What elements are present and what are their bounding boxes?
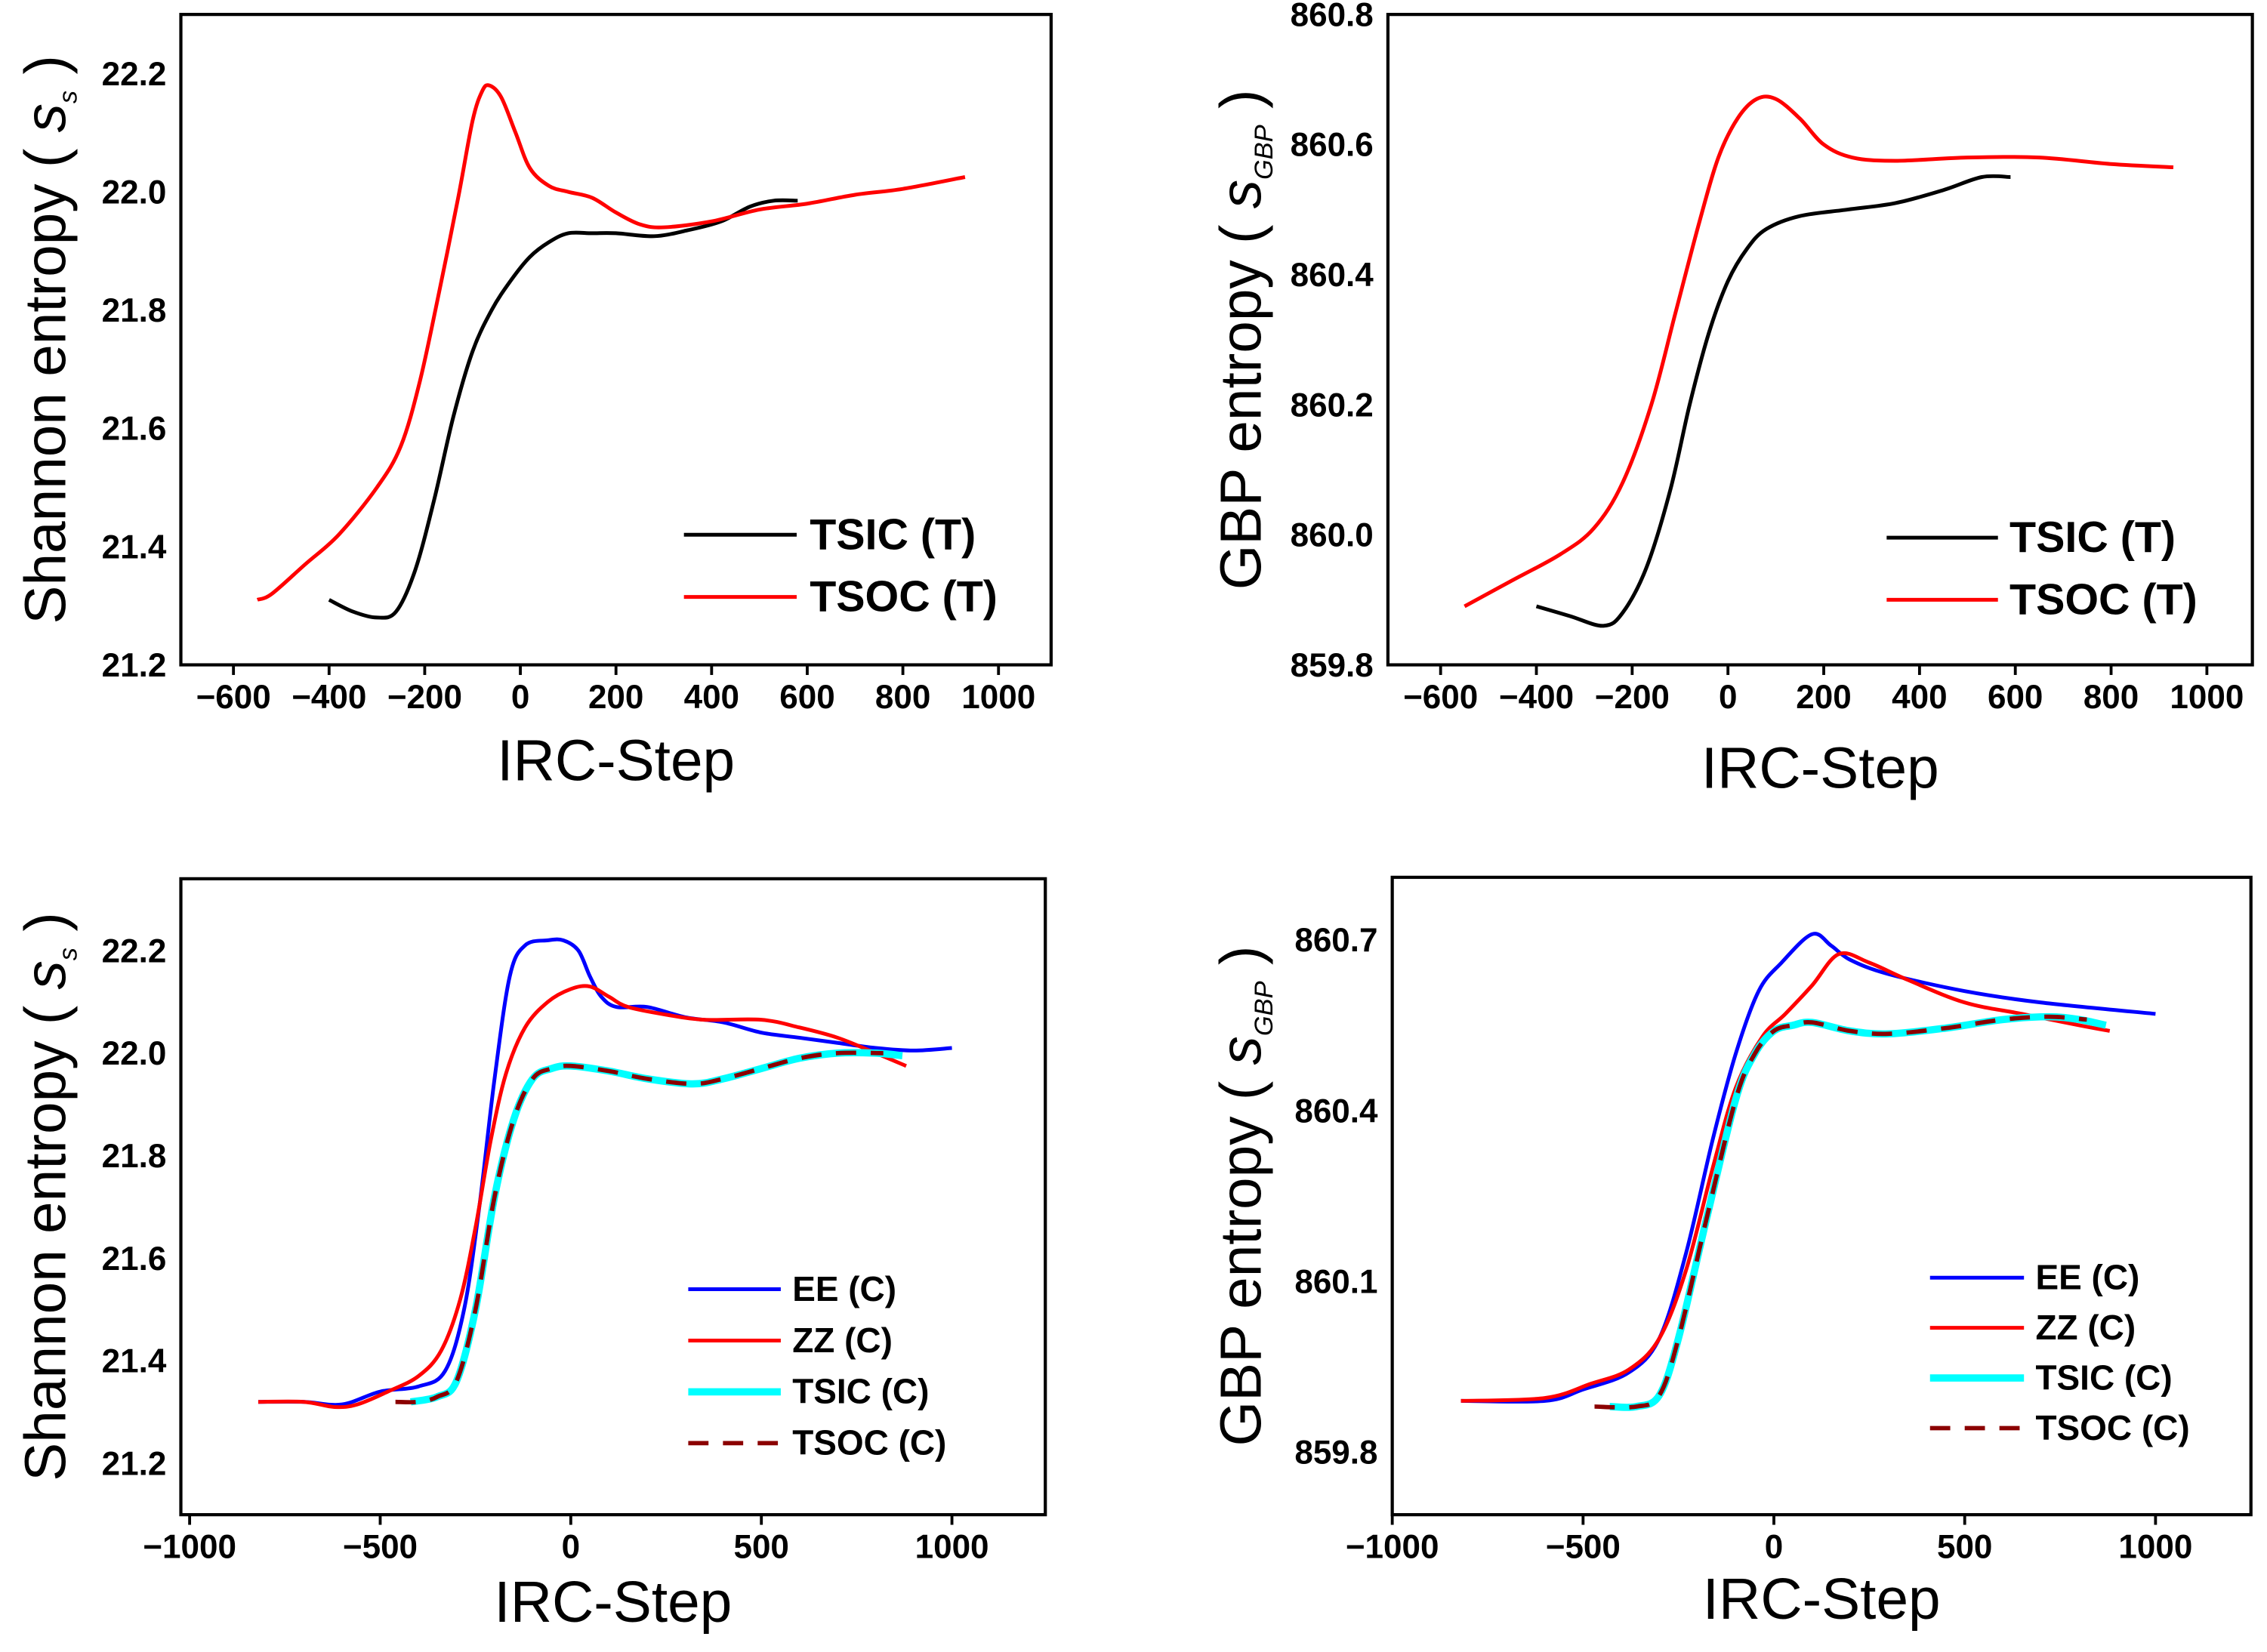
x-tick-label: 1000 bbox=[915, 1529, 989, 1566]
x-tick-label: −1000 bbox=[143, 1529, 236, 1566]
y-tick-label: 859.8 bbox=[1294, 1435, 1377, 1472]
legend-label: ZZ (C) bbox=[2035, 1308, 2136, 1347]
panel-2: −600 −400 −200 0 200 400 600 800 1000 859.8 860.0 8… bbox=[1209, 0, 2254, 800]
x-tick-label: 0 bbox=[562, 1529, 580, 1566]
y-tick-label: 860.1 bbox=[1294, 1263, 1377, 1300]
x-tick-label: 0 bbox=[1765, 1529, 1783, 1566]
x-tick-label: −600 bbox=[1403, 679, 1478, 716]
legend-label: TSIC (C) bbox=[792, 1372, 929, 1411]
x-tick-label: 1000 bbox=[961, 679, 1035, 716]
y-tick-label: 859.8 bbox=[1291, 647, 1374, 684]
y-tick-label: 860.4 bbox=[1294, 1093, 1378, 1130]
x-tick-label: 500 bbox=[1937, 1529, 1992, 1566]
x-tick-label: 0 bbox=[511, 679, 529, 716]
series-line-tsic-t bbox=[1535, 174, 2011, 628]
y-tick-label: 21.6 bbox=[102, 411, 167, 448]
legend-label: TSOC (C) bbox=[2035, 1408, 2189, 1447]
y-axis-label: Shannon entropy ( ss ) bbox=[14, 55, 82, 624]
series-line-ee-c bbox=[1460, 932, 2156, 1404]
x-tick-label: −500 bbox=[343, 1529, 418, 1566]
panel-4: −1000 −500 0 500 1000 859.8 860.1 860.4 860.7 IRC… bbox=[1209, 875, 2253, 1632]
legend-label: EE (C) bbox=[792, 1269, 896, 1308]
x-tick-label: 1000 bbox=[2118, 1529, 2192, 1566]
y-tick-label: 860.7 bbox=[1294, 922, 1377, 959]
series-line-zz-c bbox=[258, 984, 907, 1410]
y-tick-label: 21.4 bbox=[102, 1343, 167, 1380]
x-tick-label: 800 bbox=[2083, 679, 2139, 716]
y-axis-label: GBP entropy ( sGBP ) bbox=[1209, 89, 1278, 590]
y-tick-label: 860.4 bbox=[1291, 257, 1374, 294]
series-line-tsic-t bbox=[328, 198, 798, 620]
y-tick-label: 21.2 bbox=[102, 1446, 167, 1483]
y-tick-label: 22.0 bbox=[102, 1035, 167, 1072]
legend-label: TSIC (T) bbox=[2009, 513, 2176, 562]
y-tick-label: 22.2 bbox=[102, 56, 167, 93]
x-axis-label: IRC-Step bbox=[494, 1570, 732, 1635]
x-tick-label: 600 bbox=[1988, 679, 2043, 716]
x-tick-label: 800 bbox=[875, 679, 930, 716]
x-tick-label: −500 bbox=[1546, 1529, 1621, 1566]
x-axis-label: IRC-Step bbox=[1703, 1567, 1941, 1632]
x-tick-label: 500 bbox=[733, 1529, 788, 1566]
x-tick-label: 1000 bbox=[2170, 679, 2244, 716]
x-tick-label: −200 bbox=[1595, 679, 1670, 716]
y-tick-label: 860.0 bbox=[1291, 517, 1374, 554]
y-tick-label: 860.8 bbox=[1291, 0, 1374, 33]
x-tick-label: 600 bbox=[779, 679, 834, 716]
legend-label: TSIC (T) bbox=[810, 510, 976, 559]
series-line-tsoc-c bbox=[1594, 1014, 2087, 1410]
x-tick-label: 200 bbox=[588, 679, 643, 716]
legend-label: ZZ (C) bbox=[792, 1321, 893, 1360]
legend-label: TSOC (T) bbox=[2009, 576, 2198, 624]
y-axis-label: GBP entropy ( sGBP ) bbox=[1209, 946, 1278, 1447]
y-tick-label: 860.6 bbox=[1291, 127, 1374, 164]
legend-label: TSIC (C) bbox=[2035, 1358, 2172, 1397]
y-tick-label: 21.8 bbox=[102, 1138, 167, 1175]
series-line-tsic-c bbox=[1609, 1012, 2107, 1411]
plot-frame bbox=[179, 13, 1053, 667]
x-tick-label: 200 bbox=[1796, 679, 1851, 716]
x-tick-label: −600 bbox=[196, 679, 271, 716]
series-line-tsoc-t bbox=[256, 83, 966, 602]
x-tick-label: 0 bbox=[1719, 679, 1737, 716]
y-tick-label: 860.2 bbox=[1291, 387, 1374, 424]
panel-1: −600 −400 −200 0 200 400 600 800 1000 21.2 21.4 21.… bbox=[14, 13, 1053, 794]
y-tick-label: 21.8 bbox=[102, 292, 167, 329]
panel-3: −1000 −500 0 500 1000 21.2 21.4 21.6 21.8 22.0 22.… bbox=[14, 877, 1047, 1635]
legend-label: TSOC (T) bbox=[810, 573, 998, 621]
y-tick-label: 22.0 bbox=[102, 174, 167, 211]
x-tick-label: −400 bbox=[291, 679, 366, 716]
series-line-tsoc-t bbox=[1464, 94, 2174, 609]
y-tick-label: 21.6 bbox=[102, 1241, 167, 1278]
y-axis-label: Shannon entropy ( ss ) bbox=[14, 912, 82, 1481]
legend-label: TSOC (C) bbox=[792, 1423, 946, 1462]
series-line-ee-c bbox=[258, 937, 952, 1407]
x-tick-label: −400 bbox=[1499, 679, 1574, 716]
legend-label: EE (C) bbox=[2035, 1258, 2139, 1297]
x-axis-label: IRC-Step bbox=[1701, 736, 1939, 800]
x-tick-label: 400 bbox=[684, 679, 739, 716]
plot-frame bbox=[1386, 13, 2254, 667]
x-tick-label: 400 bbox=[1892, 679, 1947, 716]
plot-frame bbox=[1390, 875, 2253, 1517]
x-tick-label: −200 bbox=[387, 679, 462, 716]
y-tick-label: 21.2 bbox=[102, 647, 167, 684]
y-tick-label: 21.4 bbox=[102, 529, 167, 566]
y-tick-label: 22.2 bbox=[102, 932, 167, 969]
x-axis-label: IRC-Step bbox=[497, 729, 735, 794]
plot-frame bbox=[179, 877, 1047, 1517]
x-tick-label: −1000 bbox=[1346, 1529, 1439, 1566]
